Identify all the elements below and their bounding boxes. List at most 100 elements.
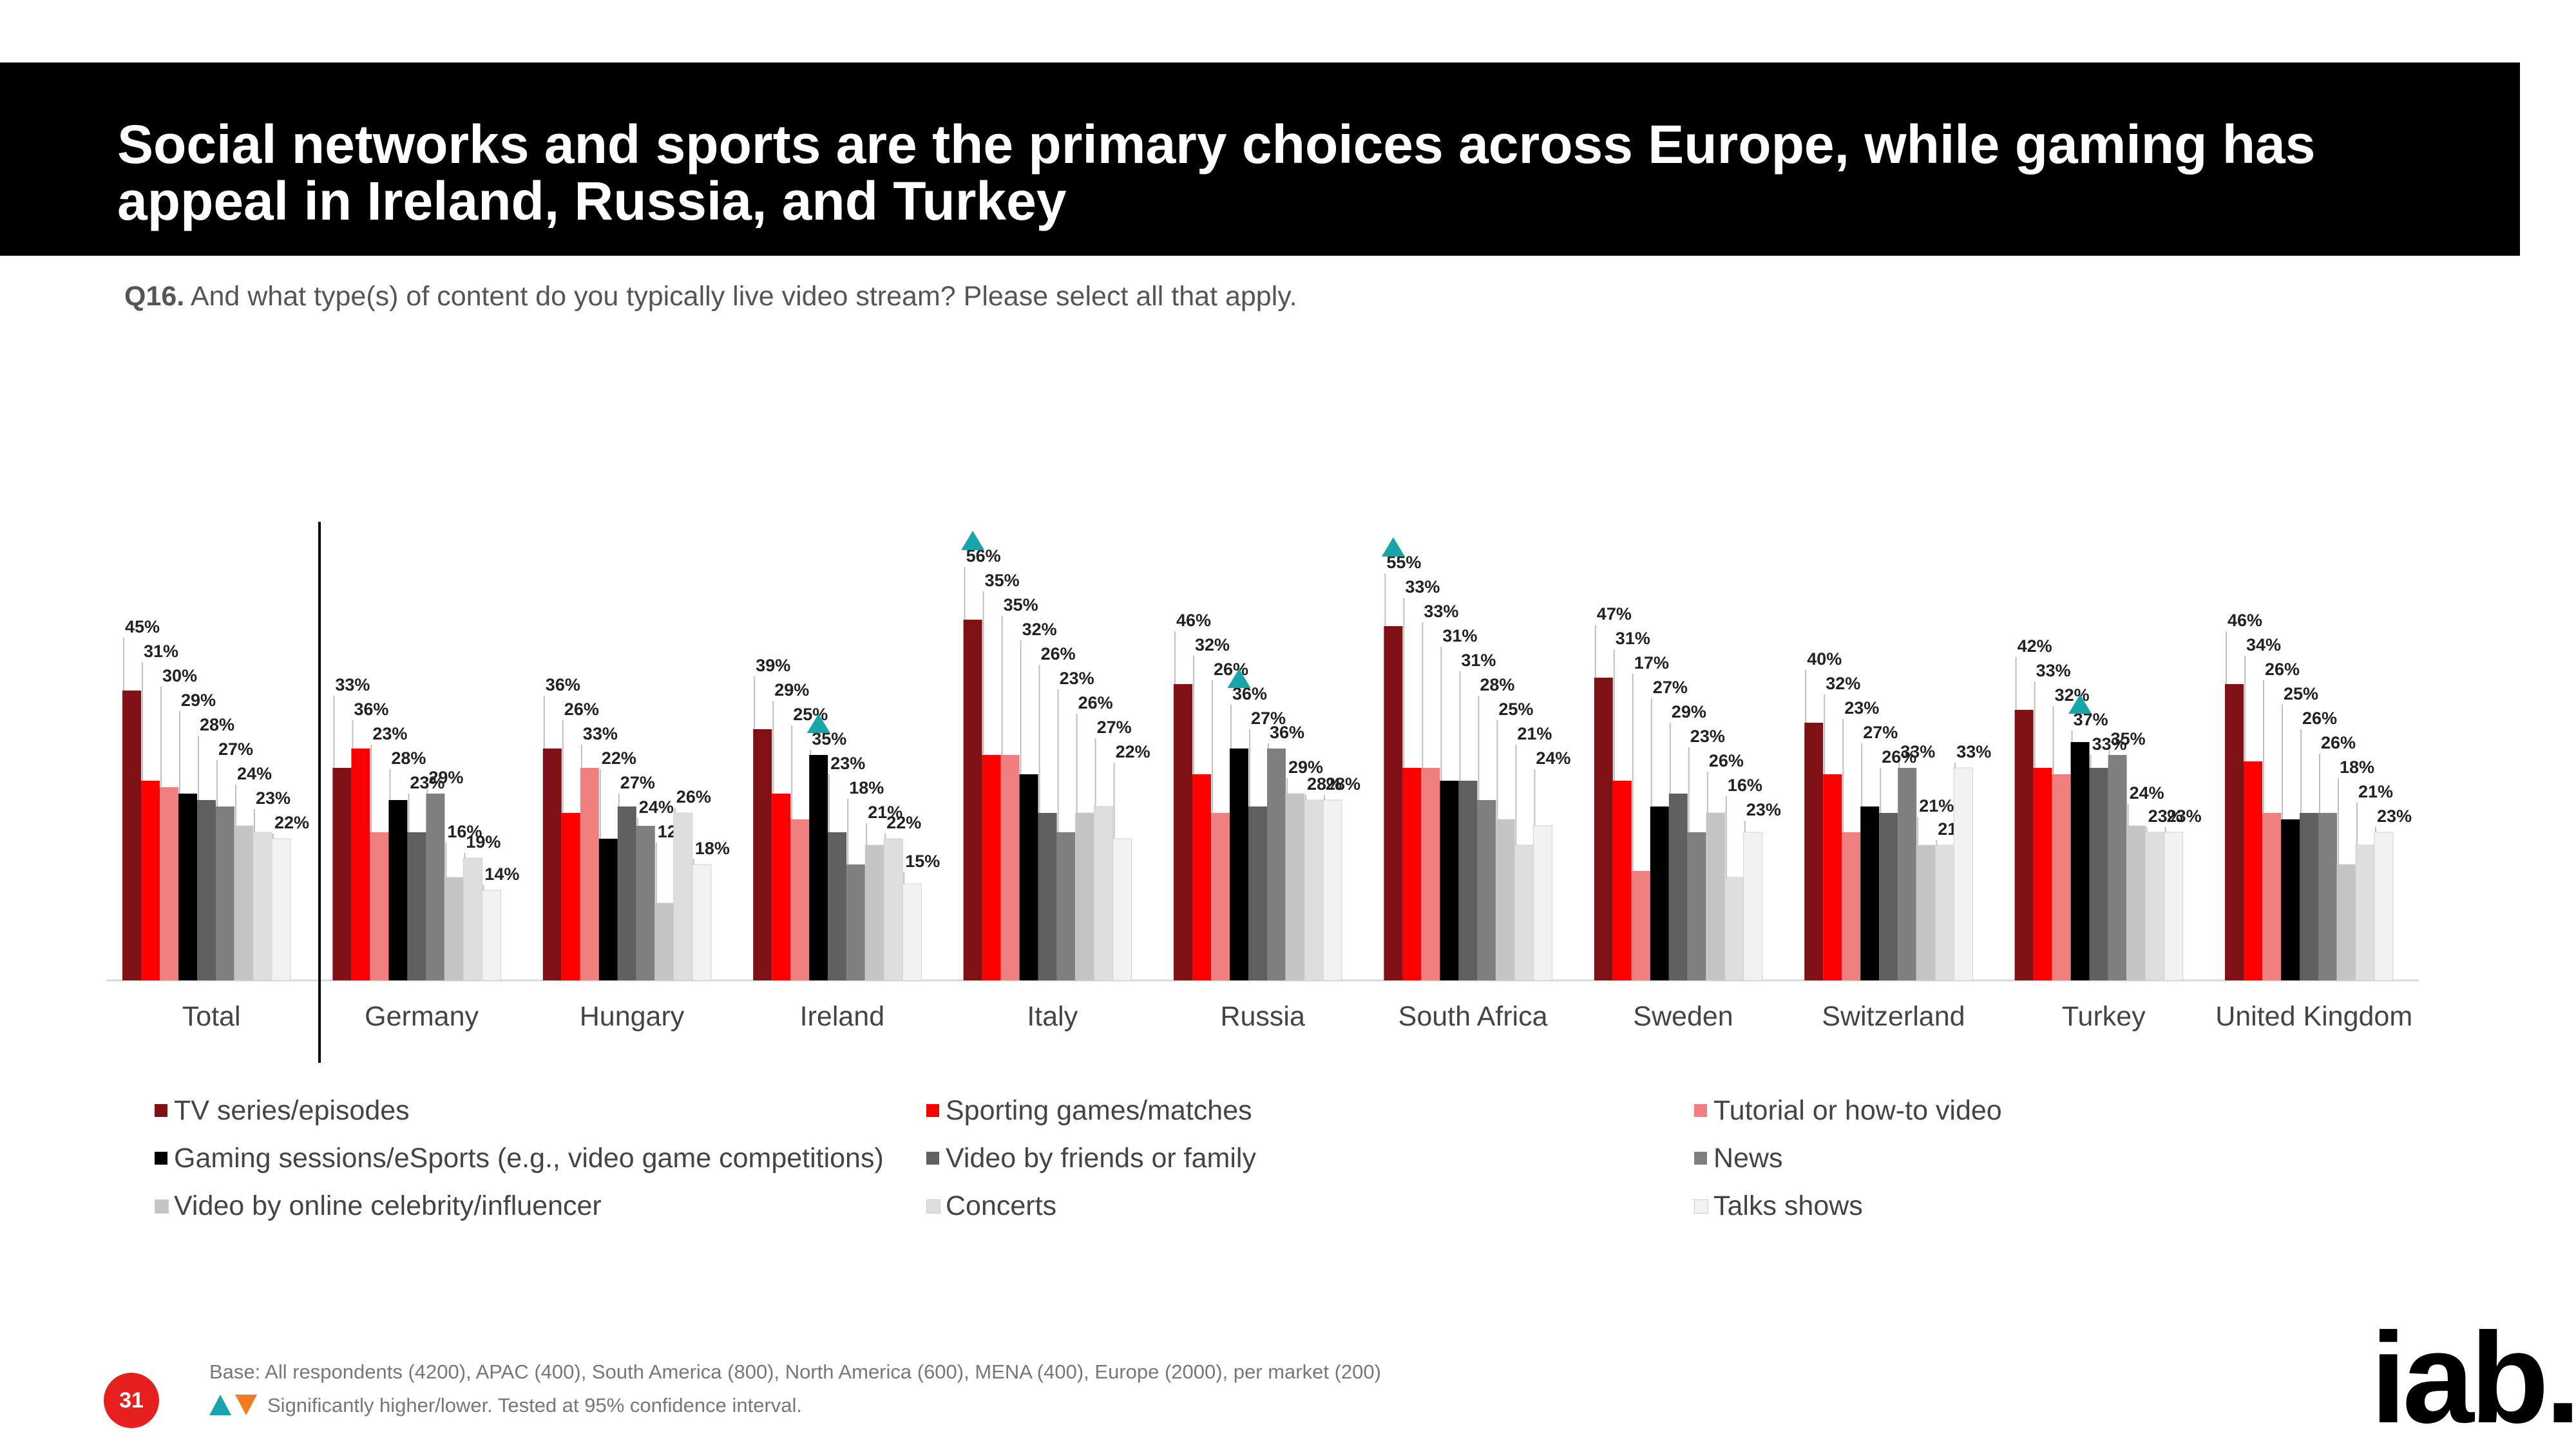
bar xyxy=(2300,813,2318,980)
data-label: 23% xyxy=(1060,669,1094,688)
bar-group-russia: 46%32%26%36%27%36%29%28%28%Russia xyxy=(1174,611,1360,1032)
data-label: 46% xyxy=(2228,611,2262,630)
data-label: 14% xyxy=(484,864,519,884)
bar xyxy=(332,768,352,980)
legend-item-label: Video by friends or family xyxy=(946,1143,1256,1174)
data-label: 33% xyxy=(2036,661,2071,680)
data-label: 31% xyxy=(1461,651,1496,670)
x-tick-label: Sweden xyxy=(1633,1001,1733,1032)
bar xyxy=(1421,768,1440,980)
bar xyxy=(1285,793,1305,981)
data-label: 26% xyxy=(676,787,711,806)
data-label: 40% xyxy=(1807,649,1842,669)
bar xyxy=(598,839,618,980)
data-label: 21% xyxy=(1919,796,1954,816)
bar xyxy=(2014,710,2034,980)
data-label: 26% xyxy=(1078,693,1113,712)
data-label: 24% xyxy=(1536,749,1570,768)
data-label: 27% xyxy=(218,739,253,759)
bar xyxy=(1495,819,1515,981)
bar xyxy=(2070,742,2090,980)
bar xyxy=(1094,806,1114,981)
data-label: 31% xyxy=(1442,626,1477,645)
bar xyxy=(2262,813,2281,980)
data-label: 36% xyxy=(354,700,388,719)
bar xyxy=(2126,825,2146,981)
data-label: 24% xyxy=(639,797,674,817)
data-label: 23% xyxy=(1690,727,1725,746)
bar xyxy=(1842,832,1861,980)
significance-up-icon xyxy=(1227,669,1251,688)
data-label: 26% xyxy=(2302,709,2337,728)
x-tick-label: Ireland xyxy=(800,1001,884,1032)
bar xyxy=(2355,844,2375,981)
data-label: 29% xyxy=(774,680,809,700)
bar xyxy=(580,768,599,980)
bar xyxy=(1192,774,1211,980)
data-label: 22% xyxy=(1116,742,1150,761)
data-label: 21% xyxy=(1517,724,1552,743)
data-label: 24% xyxy=(237,764,272,783)
bar xyxy=(160,787,178,980)
bar xyxy=(1230,749,1248,980)
data-label: 21% xyxy=(868,803,902,822)
bar xyxy=(1402,768,1422,980)
question-body: And what type(s) of content do you typic… xyxy=(190,281,1297,312)
data-label: 33% xyxy=(1424,602,1458,621)
bar xyxy=(1477,800,1496,980)
bar xyxy=(2281,819,2300,980)
legend-swatch xyxy=(926,1199,940,1214)
data-label: 23% xyxy=(256,788,291,808)
base-note: Base: All respondents (4200), APAC (400)… xyxy=(209,1360,1381,1383)
bar xyxy=(1650,806,1669,980)
bar-group-turkey: 42%33%32%37%33%35%24%23%23%Turkey xyxy=(2014,636,2202,1032)
bar xyxy=(1706,812,1726,981)
bar xyxy=(122,691,141,980)
data-label: 32% xyxy=(1195,635,1230,654)
bar xyxy=(271,838,291,981)
data-label: 23% xyxy=(1844,698,1879,718)
data-label: 22% xyxy=(602,749,636,768)
legend-swatch xyxy=(155,1199,169,1214)
data-label: 30% xyxy=(162,666,197,685)
bar xyxy=(1668,794,1688,980)
bar xyxy=(1612,781,1632,980)
bar xyxy=(2318,813,2337,980)
bar xyxy=(617,806,636,980)
data-label: 33% xyxy=(335,675,370,694)
data-label: 22% xyxy=(886,813,921,832)
bar xyxy=(1514,844,1534,981)
data-label: 31% xyxy=(1616,629,1650,648)
data-label: 26% xyxy=(2265,660,2300,679)
x-tick-label: United Kingdom xyxy=(2215,1001,2412,1032)
bar xyxy=(753,729,772,980)
bar xyxy=(963,620,982,980)
data-label: 15% xyxy=(905,852,940,871)
bar xyxy=(1267,749,1286,980)
legend-swatch xyxy=(1694,1199,1708,1214)
bar xyxy=(692,864,712,981)
bar xyxy=(2374,832,2394,981)
bar xyxy=(141,781,160,980)
bar xyxy=(426,794,445,980)
data-label: 23% xyxy=(2148,806,2183,826)
bar xyxy=(828,832,847,980)
significance-up-icon xyxy=(806,714,830,733)
bar xyxy=(463,857,482,981)
data-label: 28% xyxy=(391,749,426,768)
data-label: 39% xyxy=(756,656,790,675)
bar-group-switzerland: 40%32%23%27%26%33%21%21%33%Switzerland xyxy=(1804,649,1991,1032)
bar xyxy=(809,755,828,980)
bar xyxy=(902,883,922,981)
data-label: 16% xyxy=(1728,776,1762,795)
legend-item-label: TV series/episodes xyxy=(174,1095,410,1126)
data-label: 26% xyxy=(564,700,599,719)
bar xyxy=(790,819,810,980)
bar xyxy=(1953,767,1973,981)
bar xyxy=(1631,871,1650,980)
data-label: 47% xyxy=(1597,604,1632,624)
data-label: 26% xyxy=(1041,644,1076,663)
data-label: 34% xyxy=(2246,635,2281,654)
data-label: 33% xyxy=(1405,577,1440,596)
data-label: 27% xyxy=(1863,723,1898,742)
